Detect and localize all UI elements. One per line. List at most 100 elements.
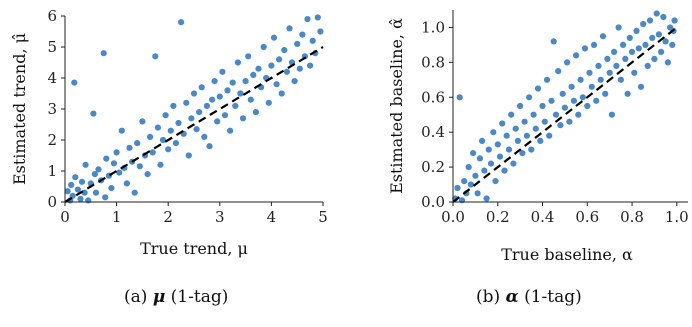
x-tick-label: 0.2 xyxy=(486,208,510,226)
data-point xyxy=(635,45,642,52)
data-point xyxy=(624,90,631,97)
data-point xyxy=(85,197,92,204)
data-point xyxy=(203,102,210,109)
data-point xyxy=(523,132,531,139)
data-point xyxy=(224,87,231,94)
data-point xyxy=(103,155,110,162)
data-point xyxy=(454,184,461,192)
data-point xyxy=(90,110,97,117)
data-point xyxy=(658,48,665,56)
data-point xyxy=(78,178,86,185)
data-point xyxy=(573,52,580,59)
data-point xyxy=(526,94,533,101)
data-point xyxy=(461,178,468,185)
data-point xyxy=(642,41,649,49)
data-point xyxy=(521,118,528,125)
x-tick-label: 2 xyxy=(163,208,173,226)
data-point xyxy=(561,104,569,111)
data-point xyxy=(559,90,566,97)
data-point xyxy=(528,146,535,153)
data-point xyxy=(307,62,314,69)
data-point xyxy=(74,186,81,193)
data-point xyxy=(183,99,190,106)
data-point xyxy=(608,111,616,118)
y-tick-label: 1.0 xyxy=(421,18,445,36)
data-point xyxy=(626,34,633,42)
data-point xyxy=(265,99,272,106)
data-point xyxy=(252,109,259,116)
data-point xyxy=(149,149,156,156)
data-point xyxy=(229,79,236,86)
data-point xyxy=(628,48,636,56)
caption-a-symbol: μ xyxy=(152,287,166,307)
data-point xyxy=(286,25,293,32)
data-point xyxy=(644,62,651,69)
data-point xyxy=(278,90,285,97)
data-point xyxy=(276,56,283,63)
data-point xyxy=(201,133,208,140)
data-point xyxy=(510,160,517,167)
panel-b-x-ticks: 0.0 0.2 0.4 0.6 0.8 1.0 xyxy=(441,202,689,226)
data-point xyxy=(649,34,656,42)
data-point xyxy=(640,20,647,28)
y-tick-label: 0.6 xyxy=(421,88,445,106)
data-point xyxy=(172,140,179,147)
data-point xyxy=(472,172,479,179)
data-point xyxy=(196,109,203,116)
data-point xyxy=(508,111,515,118)
y-tick-label: 0.8 xyxy=(421,53,445,71)
data-point xyxy=(126,144,133,151)
data-point xyxy=(317,28,324,35)
data-point xyxy=(637,83,645,90)
data-point xyxy=(465,164,472,171)
panel-b-reference-line xyxy=(452,26,678,203)
data-point xyxy=(198,84,205,91)
panel-b-y-axis-label: Estimated baseline, α̂ xyxy=(387,18,406,194)
data-point xyxy=(599,33,607,40)
data-point xyxy=(537,137,544,144)
data-point xyxy=(170,102,177,109)
data-point xyxy=(309,37,316,44)
panel-a-x-ticks: 0 1 2 3 4 5 xyxy=(60,202,328,226)
x-tick-label: 0.0 xyxy=(441,208,465,226)
caption-b-tag: (b) xyxy=(476,287,501,307)
data-point xyxy=(519,150,526,157)
data-point xyxy=(655,31,663,38)
data-point xyxy=(95,166,102,173)
data-point xyxy=(590,41,598,49)
data-point xyxy=(479,137,486,144)
data-point xyxy=(147,133,154,140)
data-point xyxy=(669,41,676,49)
x-tick-label: 0.6 xyxy=(575,208,599,226)
data-point xyxy=(546,132,553,139)
data-point xyxy=(206,143,213,150)
data-point xyxy=(487,160,495,167)
data-point xyxy=(501,167,508,174)
caption-a: (a) μ (1-tag) xyxy=(124,287,228,307)
caption-a-rest: (1-tag) xyxy=(170,287,229,307)
data-point xyxy=(237,90,244,97)
data-point xyxy=(586,69,593,76)
data-point xyxy=(227,127,234,134)
data-point xyxy=(530,111,537,118)
y-tick-label: 0.0 xyxy=(421,193,445,211)
data-point xyxy=(564,59,571,66)
data-point xyxy=(597,76,604,83)
data-point xyxy=(467,181,474,188)
data-point xyxy=(110,160,118,167)
data-point xyxy=(512,125,519,132)
data-point xyxy=(584,102,591,110)
data-point xyxy=(232,102,239,109)
data-point xyxy=(653,10,660,17)
data-point xyxy=(662,38,669,45)
data-point xyxy=(211,78,218,85)
data-point xyxy=(651,55,658,63)
data-point xyxy=(474,190,481,197)
data-point xyxy=(139,118,146,125)
data-point xyxy=(570,97,578,104)
data-point xyxy=(517,102,524,110)
data-point xyxy=(481,167,488,174)
panel-b-x-axis-label: True baseline, α xyxy=(501,245,633,264)
data-point xyxy=(239,115,247,122)
